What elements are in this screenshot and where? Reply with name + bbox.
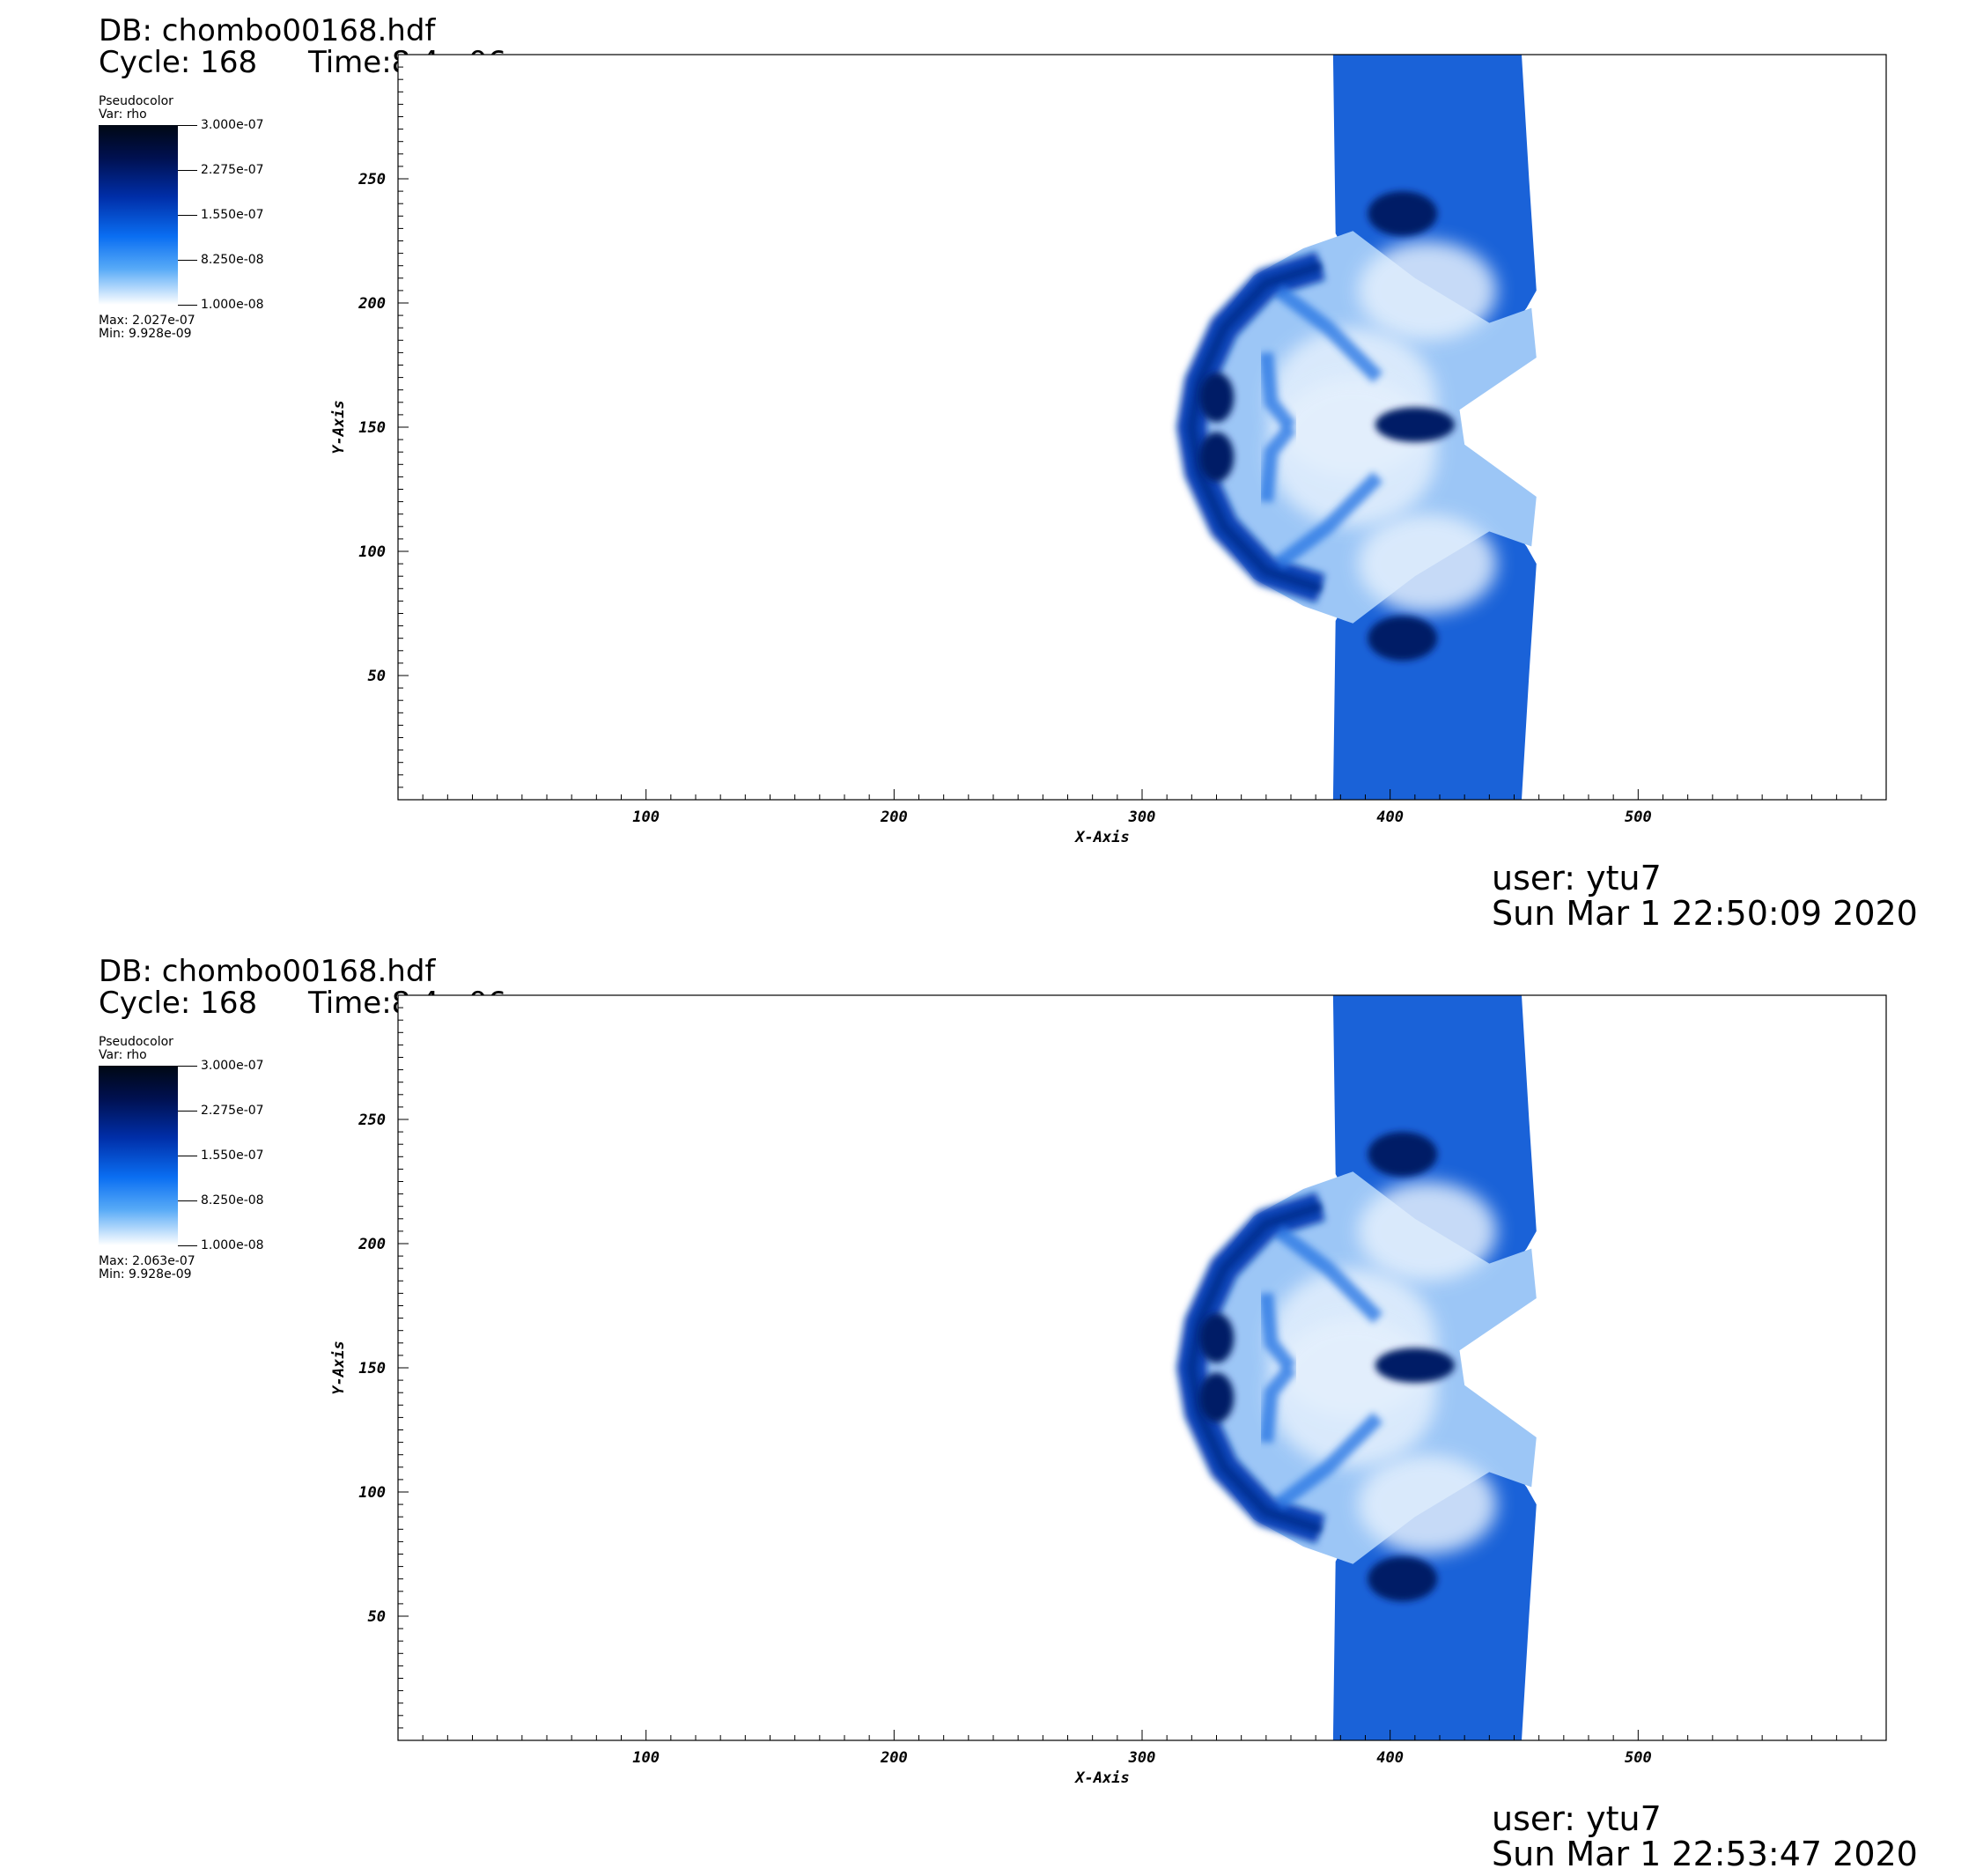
legend-var-label: Var: rho <box>99 107 147 122</box>
colorbar-tick <box>178 260 197 261</box>
density-high-core <box>1368 1556 1438 1602</box>
legend-max: Max: 2.027e-07 <box>99 314 195 328</box>
density-streak <box>1258 1292 1297 1372</box>
cycle-label: Cycle: 168 <box>99 986 258 1021</box>
y-tick-label: 100 <box>358 543 386 561</box>
user-label: user: ytu7 <box>1492 859 1662 897</box>
cycle-label: Cycle: 168 <box>99 45 258 80</box>
legend-min: Min: 9.928e-09 <box>99 1267 192 1281</box>
density-low-blob <box>1358 240 1497 341</box>
x-tick-label: 300 <box>1128 1749 1156 1767</box>
plot-background <box>398 995 1886 1740</box>
x-tick-label: 200 <box>880 809 908 826</box>
colorbar-tick <box>178 125 197 126</box>
density-high-core <box>1198 372 1235 423</box>
x-tick-label: 500 <box>1625 1749 1652 1767</box>
density-streak <box>1258 351 1297 432</box>
plot-background <box>398 55 1886 800</box>
colorbar-label: 1.550e-07 <box>201 1148 264 1163</box>
colorbar-tick <box>178 1200 197 1201</box>
colorbar-label: 1.000e-08 <box>201 298 264 312</box>
pseudocolor-plot: 100 200 300 400 500 50 100 150 200 250 X-Axis Y-Axi… <box>330 994 1887 1787</box>
x-tick-label: 300 <box>1128 809 1156 826</box>
legend-min: Min: 9.928e-09 <box>99 327 192 341</box>
y-axis-title: Y-Axis <box>330 1341 348 1394</box>
density-rim-core <box>1187 261 1323 594</box>
x-tick-label: 500 <box>1625 809 1652 826</box>
x-tick-label: 100 <box>632 809 660 826</box>
density-high-core <box>1198 1312 1235 1363</box>
y-tick-label: 100 <box>358 1484 386 1502</box>
y-tick-label: 250 <box>358 1112 386 1129</box>
colorbar-tick <box>178 305 197 306</box>
pseudocolor-plot: 100 200 300 400 500 50 100 150 200 250 X-Axis Y-Axi… <box>330 54 1887 846</box>
colorbar-tick <box>178 1245 197 1246</box>
x-tick-label: 400 <box>1376 1749 1404 1767</box>
x-tick-label: 400 <box>1376 809 1404 826</box>
density-streak <box>1274 284 1383 383</box>
legend-max: Max: 2.063e-07 <box>99 1254 195 1268</box>
colorbar-tick <box>178 1111 197 1112</box>
density-streak <box>1274 471 1383 570</box>
density-low-blob <box>1358 513 1497 614</box>
density-high-core <box>1375 407 1455 442</box>
colorbar-label: 3.000e-07 <box>201 1059 264 1073</box>
colorbar-tick <box>178 1066 197 1067</box>
y-tick-label: 50 <box>368 1608 386 1626</box>
density-streak <box>1274 1225 1383 1324</box>
legend-plot-type: Pseudocolor <box>99 94 173 108</box>
density-high-core <box>1198 432 1235 483</box>
density-high-core <box>1375 1348 1455 1383</box>
db-label: DB: chombo00168.hdf <box>99 954 436 989</box>
x-tick-label: 200 <box>880 1749 908 1767</box>
y-tick-label: 250 <box>358 171 386 188</box>
colorbar-tick <box>178 215 197 216</box>
date-label: Sun Mar 1 22:50:09 2020 <box>1492 894 1918 933</box>
x-axis-title: X-Axis <box>1073 1769 1129 1787</box>
y-axis-title: Y-Axis <box>330 400 348 454</box>
density-high-core <box>1368 1132 1438 1177</box>
colorbar <box>99 125 178 305</box>
y-tick-label: 150 <box>358 419 386 437</box>
user-label: user: ytu7 <box>1492 1799 1662 1838</box>
density-streak <box>1258 1363 1297 1444</box>
db-label: DB: chombo00168.hdf <box>99 13 436 48</box>
colorbar-label: 1.550e-07 <box>201 208 264 222</box>
density-low-blob <box>1358 1454 1497 1555</box>
colorbar-tick <box>178 170 197 171</box>
colorbar-label: 2.275e-07 <box>201 163 264 177</box>
colorbar-label: 2.275e-07 <box>201 1104 264 1118</box>
plot-panel-top: DB: chombo00168.hdf Cycle: 168 Time:8.4e… <box>0 0 1976 935</box>
density-rim-core <box>1187 1201 1323 1534</box>
colorbar <box>99 1066 178 1245</box>
y-tick-label: 150 <box>358 1360 386 1377</box>
plot-panel-bottom: DB: chombo00168.hdf Cycle: 168 Time:8.4e… <box>0 941 1976 1876</box>
density-streak <box>1274 1412 1383 1510</box>
colorbar-label: 8.250e-08 <box>201 1193 264 1208</box>
density-high-core <box>1368 191 1438 236</box>
colorbar-label: 8.250e-08 <box>201 253 264 267</box>
y-tick-label: 200 <box>358 295 386 313</box>
density-low-blob <box>1358 1181 1497 1281</box>
x-tick-label: 100 <box>632 1749 660 1767</box>
density-streak <box>1258 423 1297 503</box>
density-high-core <box>1198 1372 1235 1423</box>
density-high-core <box>1368 616 1438 661</box>
y-tick-label: 50 <box>368 668 386 685</box>
colorbar-label: 3.000e-07 <box>201 118 264 132</box>
legend-var-label: Var: rho <box>99 1048 147 1062</box>
colorbar-label: 1.000e-08 <box>201 1238 264 1252</box>
date-label: Sun Mar 1 22:53:47 2020 <box>1492 1835 1918 1873</box>
legend-plot-type: Pseudocolor <box>99 1035 173 1049</box>
x-axis-title: X-Axis <box>1073 829 1129 846</box>
y-tick-label: 200 <box>358 1236 386 1253</box>
